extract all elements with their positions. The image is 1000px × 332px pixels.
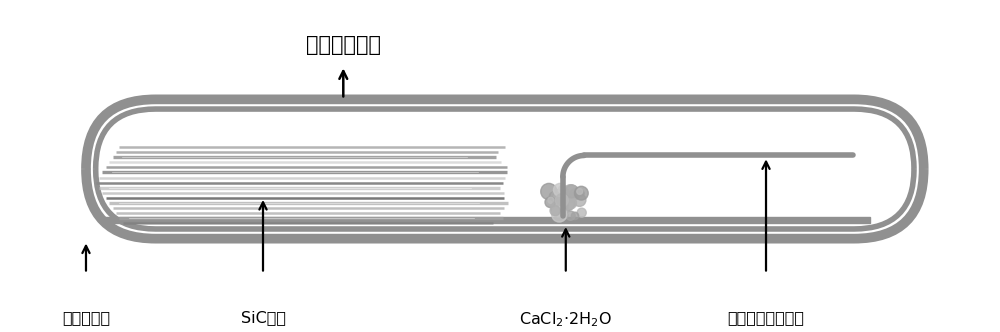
Circle shape xyxy=(571,212,579,219)
Text: CaCl$_2$$\cdot$2H$_2$O: CaCl$_2$$\cdot$2H$_2$O xyxy=(519,310,612,329)
Circle shape xyxy=(570,189,580,199)
Circle shape xyxy=(561,212,568,219)
Circle shape xyxy=(550,206,560,216)
Circle shape xyxy=(549,192,558,201)
Circle shape xyxy=(541,183,557,200)
Circle shape xyxy=(578,190,584,196)
Circle shape xyxy=(560,196,575,210)
Circle shape xyxy=(562,185,579,202)
Text: SiC纤维: SiC纤维 xyxy=(241,310,286,325)
Circle shape xyxy=(565,185,578,198)
Circle shape xyxy=(555,194,568,207)
Circle shape xyxy=(574,186,588,200)
Circle shape xyxy=(548,197,554,204)
Circle shape xyxy=(558,186,566,193)
Circle shape xyxy=(554,193,565,204)
Text: 小尺寸开口石英管: 小尺寸开口石英管 xyxy=(728,310,805,325)
Text: 密封石英管: 密封石英管 xyxy=(62,310,110,325)
Circle shape xyxy=(577,208,586,217)
Circle shape xyxy=(566,211,575,220)
Circle shape xyxy=(551,190,565,204)
Circle shape xyxy=(557,199,569,210)
Circle shape xyxy=(545,197,556,208)
Text: 氢氧混合气体: 氢氧混合气体 xyxy=(306,35,381,55)
Circle shape xyxy=(565,197,577,209)
Circle shape xyxy=(553,183,567,197)
Circle shape xyxy=(565,191,572,198)
FancyBboxPatch shape xyxy=(86,99,924,239)
Circle shape xyxy=(577,189,583,195)
Circle shape xyxy=(551,200,568,217)
Circle shape xyxy=(573,194,586,207)
Circle shape xyxy=(552,207,567,222)
Circle shape xyxy=(561,188,569,197)
Bar xyxy=(100,217,870,223)
